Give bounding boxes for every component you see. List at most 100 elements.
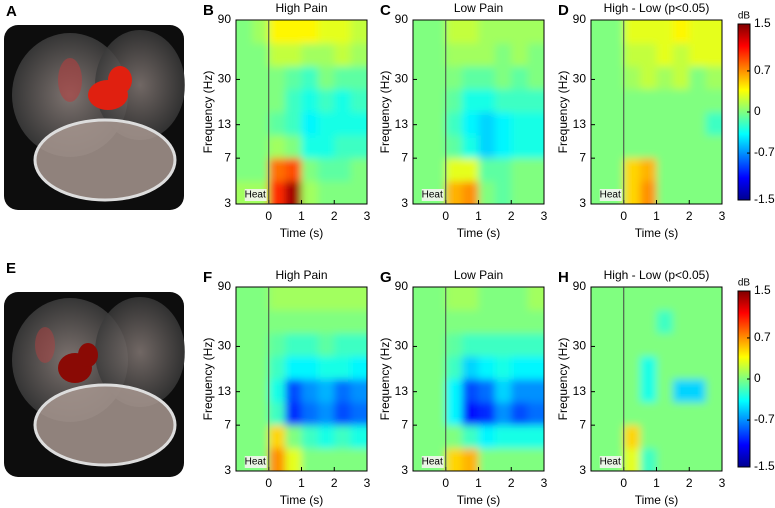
heatmap-cell <box>591 355 608 380</box>
heatmap <box>591 287 722 471</box>
heatmap-cell <box>527 355 544 380</box>
heatmap-cell <box>285 378 302 403</box>
heatmap-cell <box>301 88 319 113</box>
event-label: Heat <box>245 190 266 201</box>
heatmap-cell <box>705 355 722 380</box>
heatmap-cell <box>705 65 722 90</box>
y-tick-label: 30 <box>573 72 587 86</box>
heatmap-cell <box>334 332 352 357</box>
heatmap-cell <box>462 20 479 44</box>
heatmap-cell <box>445 180 463 204</box>
heatmap-cell <box>413 65 430 90</box>
x-tick-label: 3 <box>541 476 548 490</box>
heatmap-cell <box>445 378 463 403</box>
heatmap-cell <box>623 157 641 182</box>
colorbar-tick-label: -1.5 <box>754 459 775 473</box>
heatmap-cell <box>429 355 447 380</box>
heatmap-cell <box>640 65 657 90</box>
x-tick-label: 2 <box>508 476 515 490</box>
heatmap-cell <box>462 88 479 113</box>
y-tick-label: 3 <box>401 196 408 210</box>
y-tick-label: 90 <box>395 12 409 26</box>
heatmap-cell <box>236 355 253 380</box>
heatmap-cell <box>478 332 496 357</box>
heatmap-cell <box>317 401 335 426</box>
heatmap-cell <box>511 134 529 159</box>
heatmap-cells <box>413 20 544 204</box>
heatmap-cell <box>252 309 270 334</box>
heatmap-cell <box>527 88 544 113</box>
heatmap-cell <box>462 134 479 159</box>
heatmap-cell <box>268 65 286 90</box>
heatmap-cell <box>672 378 690 403</box>
heatmap-cell <box>236 134 253 159</box>
heatmap-cell <box>689 42 707 67</box>
chart-title: High Pain <box>275 268 327 282</box>
heatmap-cell <box>413 88 430 113</box>
y-tick-label: 30 <box>395 339 409 353</box>
y-tick-label: 30 <box>573 339 587 353</box>
heatmap-cell <box>656 111 674 136</box>
heatmap-cell <box>317 378 335 403</box>
heatmap-cell <box>494 401 512 426</box>
heatmap-cell <box>301 424 319 449</box>
brain-image <box>4 292 185 477</box>
heatmap-cell <box>591 111 608 136</box>
y-tick-label: 7 <box>401 417 408 431</box>
heatmap-cell <box>607 134 625 159</box>
x-tick-label: 2 <box>508 209 515 223</box>
heatmap-cell <box>462 287 479 311</box>
heatmap-cell <box>623 88 641 113</box>
heatmap-cell <box>445 111 463 136</box>
heatmap-cells <box>236 20 367 204</box>
heatmap-cell <box>640 424 657 449</box>
x-axis-label: Time (s) <box>457 226 501 240</box>
heatmap-cell <box>317 332 335 357</box>
heatmap-cell <box>623 332 641 357</box>
heatmap-cell <box>511 355 529 380</box>
heatmap-cell <box>445 65 463 90</box>
heatmap-cell <box>640 401 657 426</box>
heatmap-cell <box>317 287 335 311</box>
heatmap-cell <box>527 65 544 90</box>
heatmap-cell <box>527 401 544 426</box>
heatmap-cell <box>623 134 641 159</box>
heatmap-cell <box>656 447 674 471</box>
heatmap-cell <box>429 309 447 334</box>
heatmap-cell <box>494 287 512 311</box>
heatmap-cell <box>268 332 286 357</box>
heatmap-cell <box>607 111 625 136</box>
y-tick-label: 13 <box>218 117 232 131</box>
heatmap-cell <box>350 355 367 380</box>
heatmap-cell <box>334 424 352 449</box>
heatmap-cell <box>236 424 253 449</box>
heatmap-cell <box>268 287 286 311</box>
heatmap-cell <box>591 378 608 403</box>
heatmap-cell <box>334 378 352 403</box>
panel-letter: B <box>203 2 214 19</box>
x-tick-label: 3 <box>719 476 726 490</box>
heatmap-cell <box>527 134 544 159</box>
heatmap-cell <box>429 88 447 113</box>
heatmap-cell <box>672 20 690 44</box>
heatmap-cell <box>429 42 447 67</box>
heatmap-cell <box>252 424 270 449</box>
heatmap-cell <box>494 332 512 357</box>
y-axis-label: Frequency (Hz) <box>556 338 570 421</box>
heatmap-cell <box>640 355 657 380</box>
x-tick-label: 3 <box>364 209 371 223</box>
heatmap-cell <box>705 134 722 159</box>
heatmap-cell <box>350 401 367 426</box>
heatmap-cells <box>591 20 722 204</box>
heatmap-cell <box>350 88 367 113</box>
heatmap-cell <box>236 378 253 403</box>
heatmap-cell <box>285 401 302 426</box>
heatmap-cell <box>705 309 722 334</box>
heatmap-cell <box>301 180 319 204</box>
heatmap-cell <box>672 401 690 426</box>
heatmap <box>413 287 544 471</box>
heatmap-cell <box>672 111 690 136</box>
y-tick-label: 7 <box>579 417 586 431</box>
heatmap-cell <box>591 42 608 67</box>
heatmap-cell <box>607 332 625 357</box>
